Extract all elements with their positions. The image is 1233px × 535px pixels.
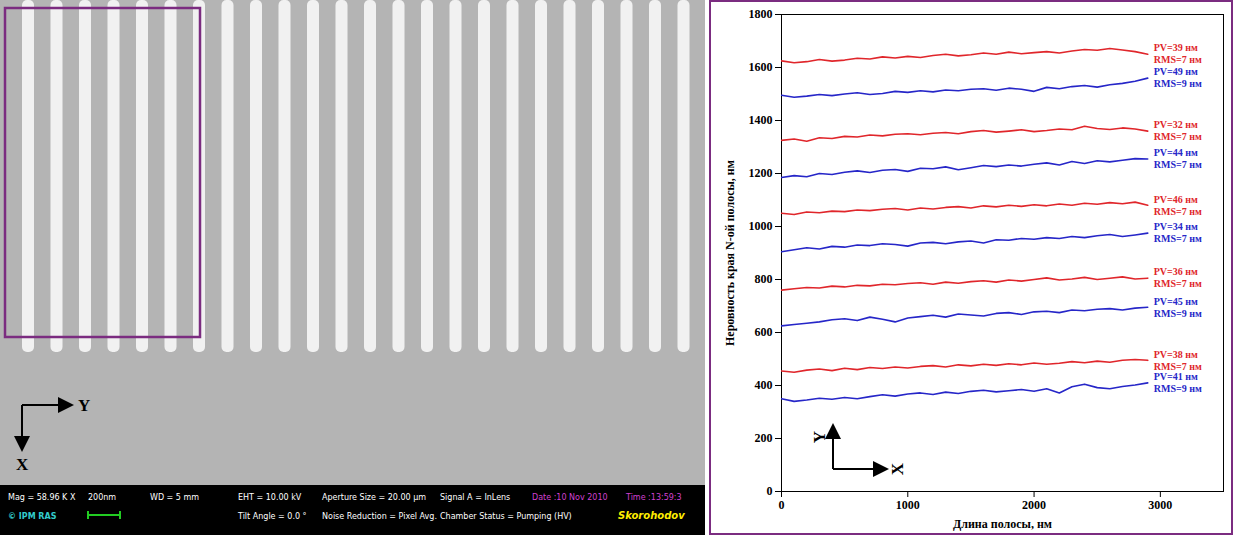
- svg-text:Tilt Angle = 0.0 °: Tilt Angle = 0.0 °: [237, 512, 307, 521]
- svg-text:X: X: [888, 462, 907, 475]
- svg-text:PV=41 нм: PV=41 нм: [1154, 371, 1198, 382]
- svg-text:1000: 1000: [749, 219, 773, 233]
- svg-text:Mag = 58.96 K X: Mag = 58.96 K X: [8, 493, 76, 502]
- svg-text:PV=49 нм: PV=49 нм: [1154, 66, 1198, 77]
- svg-text:1200: 1200: [749, 166, 773, 180]
- svg-text:Time :13:59:3: Time :13:59:3: [625, 493, 682, 502]
- svg-text:0: 0: [767, 484, 773, 498]
- svg-text:EHT = 10.00 kV: EHT = 10.00 kV: [238, 493, 302, 502]
- svg-text:RMS=7 нм: RMS=7 нм: [1154, 131, 1202, 142]
- svg-text:PV=44 нм: PV=44 нм: [1154, 147, 1198, 158]
- svg-text:1800: 1800: [749, 7, 773, 21]
- svg-text:Signal A = InLens: Signal A = InLens: [440, 493, 510, 502]
- svg-text:200nm: 200nm: [88, 493, 116, 502]
- svg-text:RMS=9 нм: RMS=9 нм: [1154, 78, 1202, 89]
- svg-text:X: X: [16, 455, 29, 474]
- svg-text:0: 0: [779, 498, 785, 512]
- svg-text:600: 600: [755, 325, 773, 339]
- svg-text:Длина полосы, нм: Длина полосы, нм: [953, 517, 1052, 531]
- svg-text:PV=39 нм: PV=39 нм: [1154, 42, 1198, 53]
- svg-text:200: 200: [755, 431, 773, 445]
- svg-text:PV=45 нм: PV=45 нм: [1154, 296, 1198, 307]
- svg-text:RMS=7 нм: RMS=7 нм: [1154, 159, 1202, 170]
- svg-text:1400: 1400: [749, 113, 773, 127]
- svg-text:3000: 3000: [1148, 498, 1172, 512]
- svg-text:Noise Reduction = Pixel Avg.: Noise Reduction = Pixel Avg.: [322, 512, 437, 521]
- svg-text:1000: 1000: [896, 498, 920, 512]
- svg-text:WD = 5 mm: WD = 5 mm: [150, 493, 199, 502]
- svg-text:PV=36 нм: PV=36 нм: [1154, 266, 1198, 277]
- svg-text:400: 400: [755, 378, 773, 392]
- svg-text:RMS=7 нм: RMS=7 нм: [1154, 361, 1202, 372]
- svg-text:PV=32 нм: PV=32 нм: [1154, 119, 1198, 130]
- svg-text:RMS=7 нм: RMS=7 нм: [1154, 278, 1202, 289]
- svg-text:Неровность края N-ой полосы, н: Неровность края N-ой полосы, нм: [723, 160, 737, 346]
- svg-text:800: 800: [755, 272, 773, 286]
- svg-text:RMS=7 нм: RMS=7 нм: [1154, 54, 1202, 65]
- svg-text:Y: Y: [78, 396, 90, 415]
- svg-text:2000: 2000: [1022, 498, 1046, 512]
- svg-text:Chamber Status = Pumping (HV): Chamber Status = Pumping (HV): [440, 512, 572, 521]
- svg-text:RMS=7 нм: RMS=7 нм: [1154, 233, 1202, 244]
- svg-text:RMS=9 нм: RMS=9 нм: [1154, 308, 1202, 319]
- svg-text:Aperture Size = 20.00 µm: Aperture Size = 20.00 µm: [322, 493, 426, 502]
- svg-text:© IPM RAS: © IPM RAS: [8, 512, 57, 521]
- svg-text:1600: 1600: [749, 60, 773, 74]
- svg-text:RMS=7 нм: RMS=7 нм: [1154, 206, 1202, 217]
- svg-text:PV=46 нм: PV=46 нм: [1154, 194, 1198, 205]
- svg-text:Date :10 Nov 2010: Date :10 Nov 2010: [532, 493, 608, 502]
- svg-text:Y: Y: [810, 431, 829, 443]
- svg-text:Skorohodov: Skorohodov: [618, 510, 685, 521]
- svg-text:PV=38 нм: PV=38 нм: [1154, 349, 1198, 360]
- svg-text:RMS=9 нм: RMS=9 нм: [1154, 383, 1202, 394]
- svg-text:PV=34 нм: PV=34 нм: [1154, 221, 1198, 232]
